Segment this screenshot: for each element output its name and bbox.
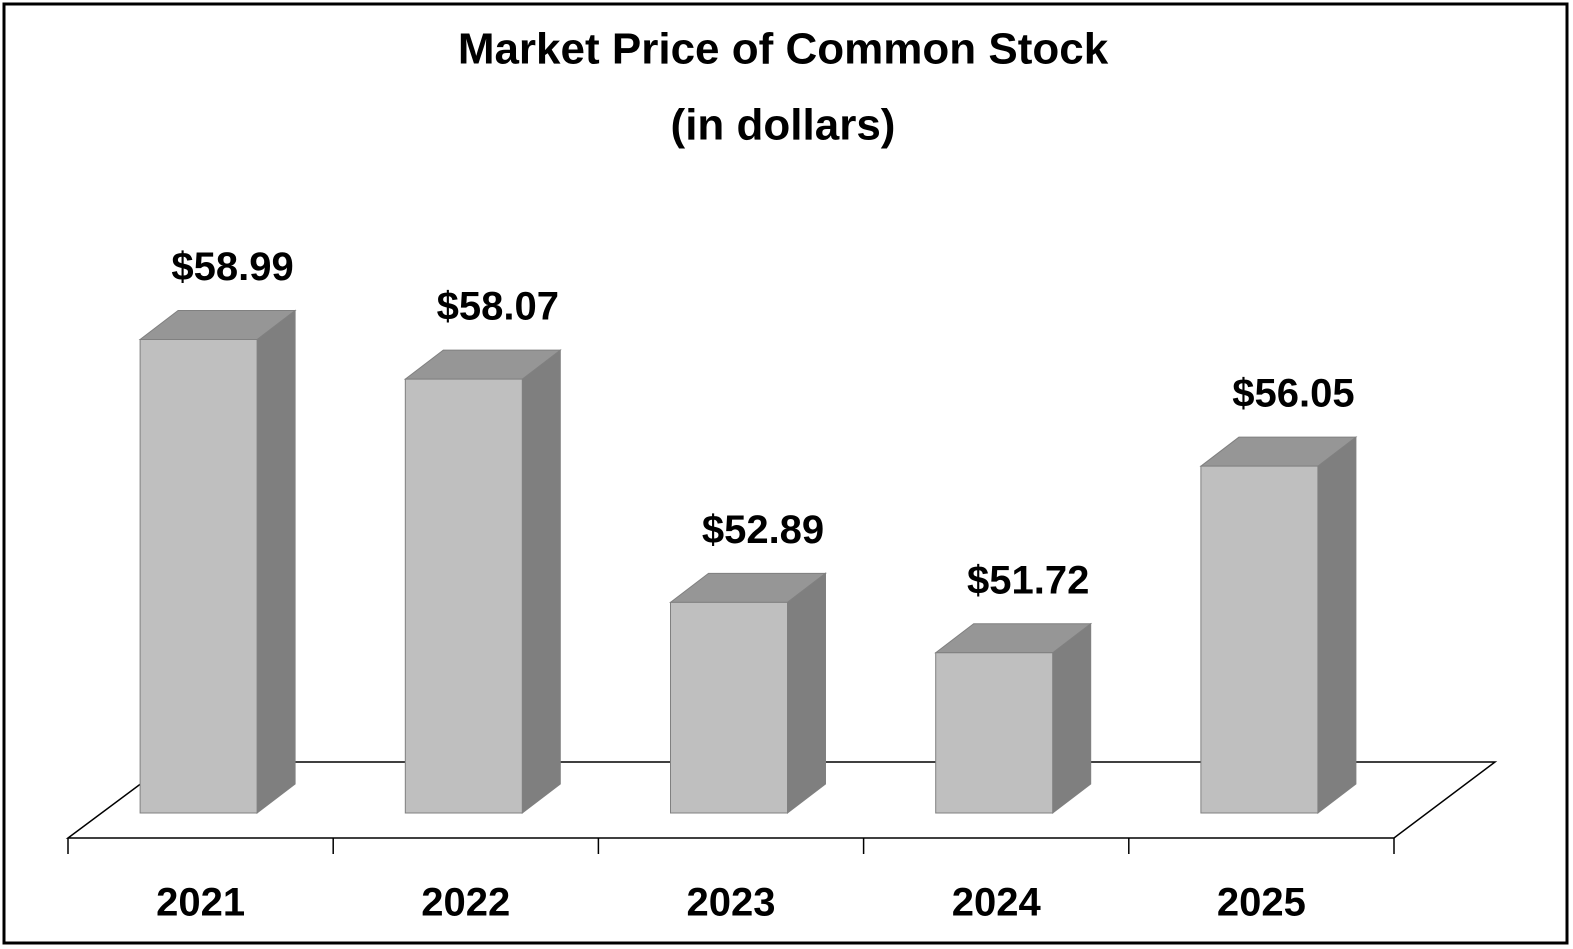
bar — [138, 309, 297, 815]
x-tick-label: 2025 — [1217, 881, 1306, 925]
chart-title: Market Price of Common Stock — [458, 25, 1109, 74]
value-label: $58.99 — [171, 245, 293, 289]
bar-front — [404, 378, 523, 814]
bar — [1199, 436, 1358, 815]
bar-side — [1317, 436, 1357, 815]
bar-front — [670, 601, 788, 814]
x-tick-label: 2021 — [156, 881, 245, 925]
value-label: $51.72 — [967, 558, 1089, 602]
x-tick-label: 2024 — [952, 881, 1042, 925]
value-label: $52.89 — [702, 508, 824, 552]
bar-side — [1052, 622, 1092, 815]
value-label: $58.07 — [437, 285, 559, 329]
bar-side — [787, 572, 826, 815]
bar-side — [521, 349, 561, 815]
x-tick-label: 2022 — [421, 881, 510, 925]
bar-front — [1200, 465, 1319, 814]
x-tick-label: 2023 — [687, 881, 776, 925]
chart-subtitle: (in dollars) — [671, 101, 896, 150]
bar-front — [935, 652, 1054, 814]
bar-side — [256, 309, 296, 815]
bar — [934, 622, 1093, 815]
bar — [403, 349, 562, 815]
bar-front — [139, 339, 258, 814]
value-label: $56.05 — [1232, 372, 1354, 416]
bar — [669, 572, 827, 815]
